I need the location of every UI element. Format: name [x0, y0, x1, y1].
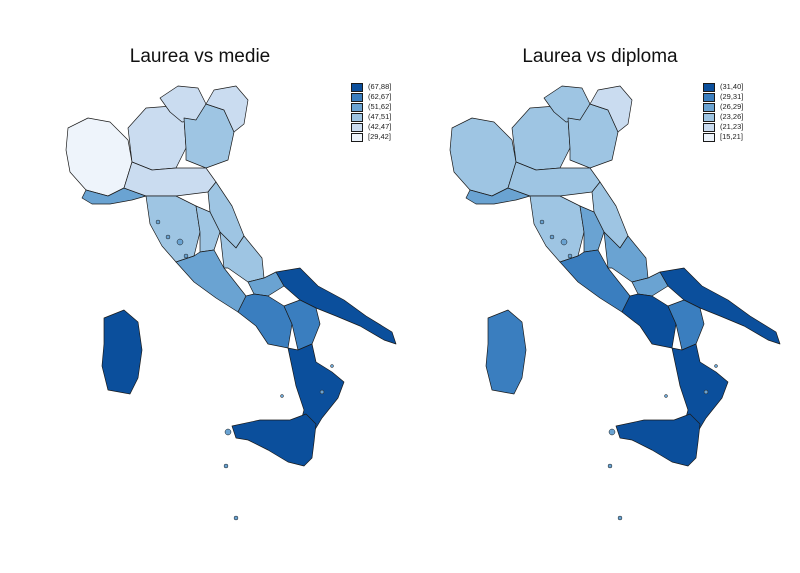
legend-entry: (42,47]: [351, 122, 391, 132]
legend-entry: [15,21]: [703, 132, 743, 142]
small-island: [539, 219, 545, 225]
region-tuscany: [145, 195, 201, 263]
legend-swatch: [351, 122, 363, 132]
region-calabria: [671, 343, 729, 439]
region-friuli: [589, 85, 633, 133]
italy-choropleth-map: [449, 85, 781, 521]
legend-entry: (62,67]: [351, 92, 391, 102]
legend-label: (51,62]: [368, 102, 392, 111]
small-island: [617, 515, 623, 521]
small-island: [155, 219, 161, 225]
small-island: [319, 389, 325, 395]
small-island: [607, 463, 613, 469]
small-island: [560, 238, 568, 246]
legend-entry: (23,26]: [703, 112, 743, 122]
region-sicily: [615, 413, 701, 467]
region-lazio: [175, 249, 247, 313]
region-sardinia: [485, 309, 527, 395]
legend-entry: (31,40]: [703, 82, 743, 92]
small-island: [608, 428, 616, 436]
small-island: [280, 394, 284, 398]
legend-swatch: [703, 112, 715, 122]
legend-swatch: [351, 92, 363, 102]
map-title: Laurea vs diploma: [522, 46, 678, 67]
legend-label: [29,42]: [368, 132, 391, 141]
legend-label: (31,40]: [720, 82, 744, 91]
legend-entry: (47,51]: [351, 112, 391, 122]
region-veneto: [183, 103, 235, 169]
legend-entry: (21,23]: [703, 122, 743, 132]
legend-swatch: [351, 132, 363, 142]
legend-label: (62,67]: [368, 92, 392, 101]
legend-entry: (29,31]: [703, 92, 743, 102]
legend-entry: (67,88]: [351, 82, 391, 92]
small-island: [330, 364, 334, 368]
italy-choropleth-map: [65, 85, 397, 521]
small-island: [714, 364, 718, 368]
map-title: Laurea vs medie: [129, 46, 271, 67]
legend-swatch: [703, 82, 715, 92]
legend-label: (21,23]: [720, 122, 744, 131]
map-legend: (31,40] (29,31] (26,29] (23,26] (21,23] …: [703, 82, 743, 142]
region-liguria: [81, 187, 147, 205]
legend-entry: [29,42]: [351, 132, 391, 142]
legend-entry: (51,62]: [351, 102, 391, 112]
region-basilicata: [283, 299, 321, 351]
region-calabria: [287, 343, 345, 439]
small-island: [223, 463, 229, 469]
legend-swatch: [703, 132, 715, 142]
region-basilicata: [667, 299, 705, 351]
region-lazio: [559, 249, 631, 313]
legend-swatch: [351, 82, 363, 92]
legend-label: (29,31]: [720, 92, 744, 101]
legend-label: (47,51]: [368, 112, 392, 121]
small-island: [176, 238, 184, 246]
small-island: [664, 394, 668, 398]
region-tuscany: [529, 195, 585, 263]
map-legend: (67,88] (62,67] (51,62] (47,51] (42,47] …: [351, 82, 391, 142]
small-island: [567, 253, 573, 259]
region-north-west: [449, 117, 517, 197]
legend-entry: (26,29]: [703, 102, 743, 112]
legend-swatch: [703, 122, 715, 132]
region-sardinia: [101, 309, 143, 395]
map-panel-laurea-vs-medie: Laurea vs medie (67,88] (62,67] (51,62] …: [65, 46, 397, 521]
legend-swatch: [703, 102, 715, 112]
legend-swatch: [351, 112, 363, 122]
region-liguria: [465, 187, 531, 205]
small-island: [233, 515, 239, 521]
legend-label: (26,29]: [720, 102, 744, 111]
small-island: [165, 234, 171, 240]
legend-swatch: [703, 92, 715, 102]
legend-label: [15,21]: [720, 132, 743, 141]
region-veneto: [567, 103, 619, 169]
legend-label: (42,47]: [368, 122, 392, 131]
region-campania: [621, 293, 677, 349]
legend-swatch: [351, 102, 363, 112]
region-north-west: [65, 117, 133, 197]
region-friuli: [205, 85, 249, 133]
legend-label: (23,26]: [720, 112, 744, 121]
map-panel-laurea-vs-diploma: Laurea vs diploma (31,40] (29,31] (26,29…: [400, 0, 800, 573]
small-island: [224, 428, 232, 436]
region-sicily: [231, 413, 317, 467]
small-island: [703, 389, 709, 395]
legend-label: (67,88]: [368, 82, 392, 91]
small-island: [549, 234, 555, 240]
small-island: [183, 253, 189, 259]
region-campania: [237, 293, 293, 349]
